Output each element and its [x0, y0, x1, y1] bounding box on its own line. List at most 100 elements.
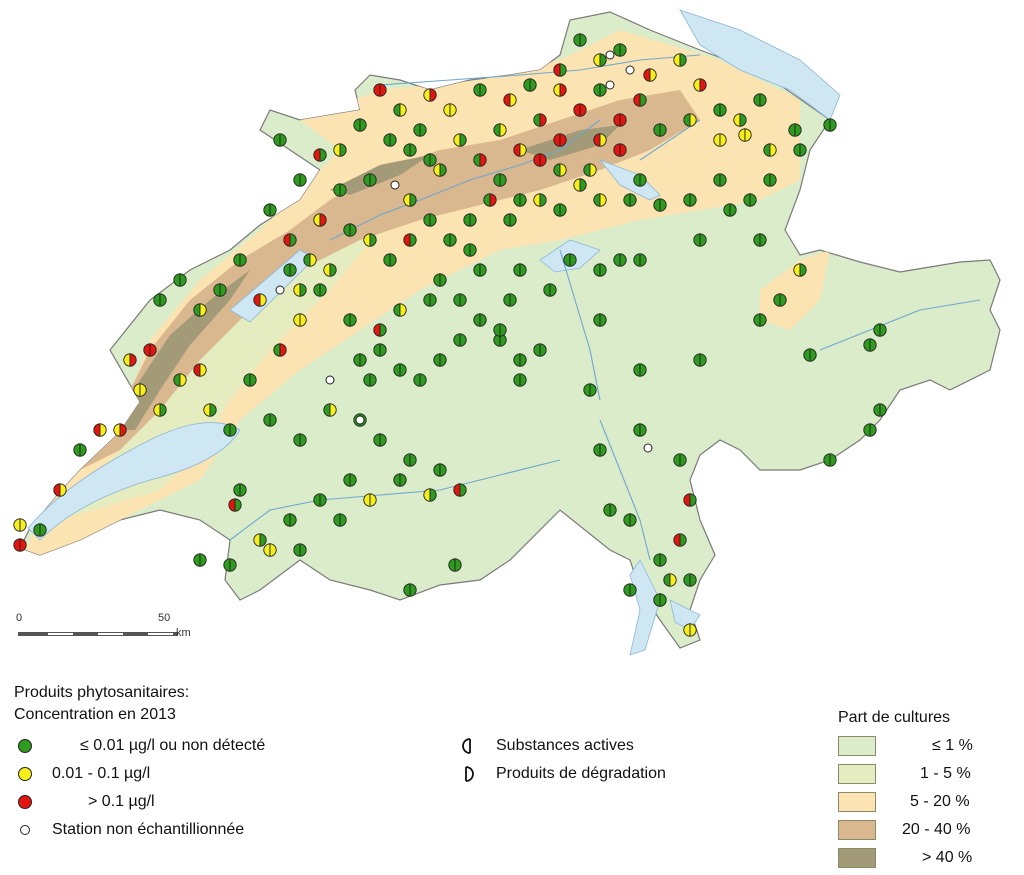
station-half-degradation — [529, 78, 537, 92]
station-marker — [753, 93, 767, 107]
station-marker — [553, 203, 567, 217]
station-marker — [513, 193, 527, 207]
station-half-degradation — [599, 443, 607, 457]
station-half-degradation — [509, 213, 517, 227]
station-marker — [223, 558, 237, 572]
station-half-degradation — [429, 153, 437, 167]
station-half-degradation — [409, 143, 417, 157]
station-marker — [423, 153, 437, 167]
station-half-degradation — [549, 283, 557, 297]
station-half-degradation — [279, 133, 287, 147]
station-half-degradation — [459, 333, 467, 347]
lake-zurich — [598, 159, 661, 201]
scale-unit: km — [176, 627, 191, 639]
station-half-degradation — [39, 523, 47, 537]
station-half-degradation — [379, 433, 387, 447]
station-marker — [553, 83, 567, 97]
station-half-degradation — [179, 273, 187, 287]
station-marker — [343, 473, 357, 487]
station-half-degradation — [429, 293, 437, 307]
legend-crop-label-5: > 40 % — [922, 849, 973, 866]
lake-geneva — [27, 422, 241, 541]
station-half-degradation — [799, 263, 807, 277]
station-half-degradation — [589, 383, 597, 397]
station-marker — [683, 623, 697, 637]
station-half-degradation — [389, 253, 397, 267]
station-marker — [513, 353, 527, 367]
station-half-degradation — [599, 313, 607, 327]
station-marker — [633, 173, 647, 187]
station-marker — [453, 483, 467, 497]
station-half-active — [73, 443, 81, 457]
river-reuss — [559, 249, 601, 401]
station-marker — [823, 118, 837, 132]
station-marker — [563, 253, 577, 267]
station-marker — [453, 133, 467, 147]
rivers — [229, 54, 981, 561]
station-marker — [683, 573, 697, 587]
station-half-degradation — [299, 173, 307, 187]
station-half-degradation — [449, 233, 457, 247]
station-half-degradation — [639, 93, 647, 107]
legend-item-yellow: 0.01 - 0.1 µg/l — [52, 765, 151, 782]
station-half-active — [53, 483, 61, 497]
crop-zone-20-40 — [80, 90, 700, 470]
station-marker — [213, 283, 227, 297]
station-marker — [423, 293, 437, 307]
station-marker — [513, 373, 527, 387]
station-half-degradation — [269, 413, 277, 427]
station-marker — [873, 403, 887, 417]
station-marker — [723, 203, 737, 217]
station-marker — [313, 493, 327, 507]
station-half-degradation — [99, 423, 107, 437]
station-marker — [263, 543, 277, 557]
station-marker — [713, 133, 727, 147]
station-marker — [633, 253, 647, 267]
station-marker — [423, 488, 437, 502]
station-marker — [863, 423, 877, 437]
station-marker — [13, 518, 27, 532]
station-half-degradation — [459, 133, 467, 147]
lakes — [27, 9, 841, 656]
station-marker — [353, 353, 367, 367]
station-half-degradation — [479, 153, 487, 167]
station-marker — [423, 88, 437, 102]
station-half-degradation — [519, 353, 527, 367]
station-unsampled — [625, 65, 635, 75]
station-half-degradation — [309, 253, 317, 267]
station-unsampled — [390, 180, 400, 190]
station-half-degradation — [699, 78, 707, 92]
station-marker — [383, 253, 397, 267]
station-half-degradation — [249, 373, 257, 387]
station-half-degradation — [479, 313, 487, 327]
station-half-degradation — [744, 128, 752, 142]
station-marker — [443, 233, 457, 247]
station-half-degradation — [659, 123, 667, 137]
station-marker — [673, 453, 687, 467]
station-half-degradation — [519, 193, 527, 207]
legend-crop-swatch-2 — [838, 764, 876, 784]
station-marker — [403, 583, 417, 597]
station-half-degradation — [649, 68, 657, 82]
station-half-degradation — [359, 118, 367, 132]
station-half-degradation — [199, 363, 207, 377]
station-half-active — [113, 423, 121, 437]
station-marker — [633, 93, 647, 107]
station-marker — [283, 233, 297, 247]
station-marker — [53, 483, 67, 497]
station-half-degradation — [329, 263, 337, 277]
station-half-degradation — [509, 93, 517, 107]
station-half-degradation — [439, 463, 447, 477]
station-marker — [643, 443, 653, 453]
legend-crop-swatch-4 — [838, 820, 876, 840]
station-half-degradation — [419, 373, 427, 387]
station-marker — [453, 293, 467, 307]
station-marker — [403, 193, 417, 207]
station-half-degradation — [629, 513, 637, 527]
station-marker — [683, 193, 697, 207]
scale-label-50: 50 — [158, 612, 171, 624]
station-half-degradation — [829, 118, 837, 132]
station-marker — [583, 163, 597, 177]
crop-zone-40 — [110, 125, 620, 430]
station-half-degradation — [369, 373, 377, 387]
